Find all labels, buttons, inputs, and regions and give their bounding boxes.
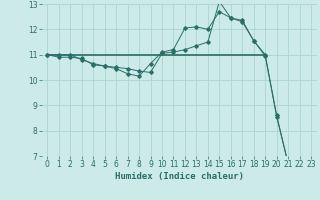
X-axis label: Humidex (Indice chaleur): Humidex (Indice chaleur) bbox=[115, 172, 244, 181]
